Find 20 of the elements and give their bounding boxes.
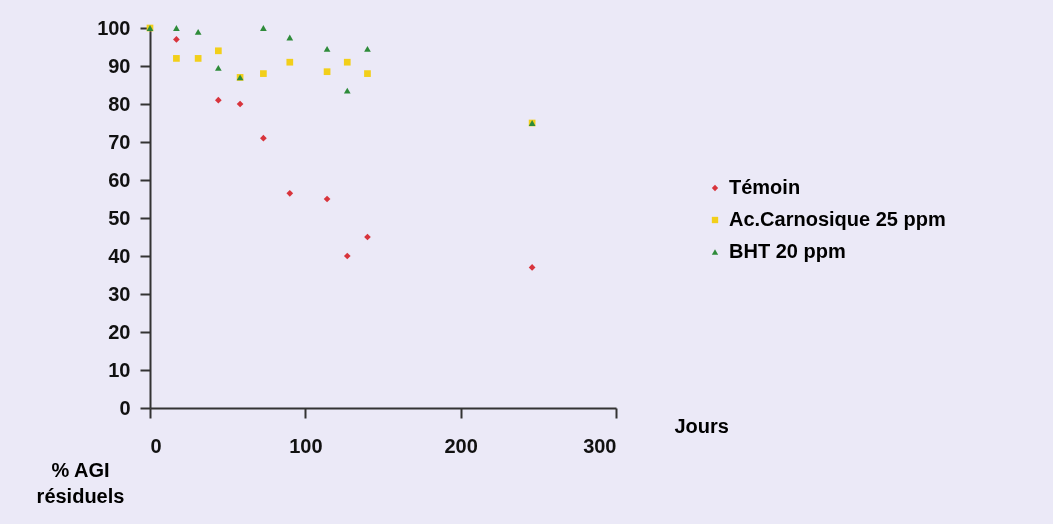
y-tick-label: 20 [108, 320, 131, 343]
y-tick-label: 30 [108, 282, 131, 305]
y-axis-title: % AGI résiduels [36, 458, 125, 507]
x-tick-label: 200 [444, 434, 478, 457]
legend-label: Ac.Carnosique 25 ppm [729, 208, 946, 230]
x-tick-label: 0 [150, 434, 162, 457]
y-tick-label: 90 [108, 54, 131, 77]
y-tick-label: 40 [108, 244, 131, 267]
y-tick-label: 70 [108, 130, 131, 153]
y-tick-label: 10 [108, 358, 131, 381]
y-tick-label: 50 [108, 206, 131, 229]
y-tick-label: 60 [108, 168, 131, 191]
y-tick-label: 80 [108, 92, 131, 115]
x-tick-label: 300 [583, 434, 617, 457]
x-tick-label: 100 [289, 434, 323, 457]
y-tick-label: 0 [119, 396, 131, 419]
legend-label: Témoin [729, 176, 801, 198]
legend-label: BHT 20 ppm [729, 240, 846, 262]
x-axis-title: Jours [674, 414, 729, 437]
y-tick-label: 100 [97, 16, 131, 39]
